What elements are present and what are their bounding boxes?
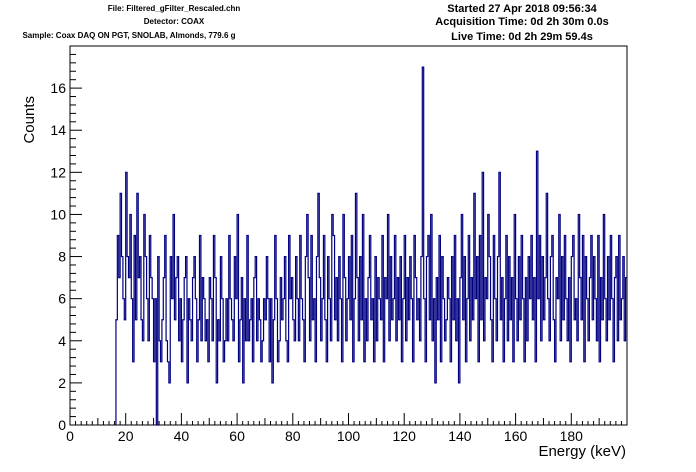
plot-border (69, 45, 628, 426)
x-tick-label: 160 (504, 428, 528, 444)
detector-label: Detector: COAX (144, 17, 205, 26)
live-time-label: Live Time: 0d 2h 29m 59.4s (451, 31, 593, 43)
sample-label: Sample: Coax DAQ ON PGT, SNOLAB, Almonds… (22, 31, 235, 40)
acquisition-time-label: Acquisition Time: 0d 2h 30m 0.0s (435, 16, 608, 28)
started-label: Started 27 Apr 2018 09:56:34 (447, 3, 597, 15)
y-axis-title: Counts (21, 96, 38, 144)
y-tick-label: 14 (50, 122, 66, 138)
y-tick-label: 2 (58, 375, 66, 391)
x-axis-title: Energy (keV) (538, 443, 626, 460)
x-tick-label: 60 (229, 428, 245, 444)
x-axis: 0 20 40 60 80 100 120 140 160 180 (66, 413, 622, 444)
x-tick-label: 20 (118, 428, 134, 444)
spectrum-series (115, 66, 627, 426)
y-axis: 0 2 4 6 8 10 12 14 16 (50, 45, 82, 433)
y-tick-label: 12 (50, 164, 66, 180)
y-tick-label: 8 (58, 249, 66, 265)
y-tick-label: 4 (58, 333, 66, 349)
y-tick-label: 16 (50, 80, 66, 96)
x-tick-label: 80 (285, 428, 301, 444)
y-tick-label: 0 (58, 417, 66, 433)
x-tick-label: 40 (174, 428, 190, 444)
x-tick-label: 100 (337, 428, 361, 444)
x-tick-label: 0 (66, 428, 74, 444)
spectrum-line (115, 66, 627, 426)
x-tick-label: 140 (448, 428, 472, 444)
y-tick-label: 10 (50, 206, 66, 222)
file-label: File: Filtered_gFilter_Rescaled.chn (108, 4, 241, 13)
y-tick-label: 6 (58, 291, 66, 307)
x-tick-label: 180 (560, 428, 584, 444)
plot-frame (69, 45, 628, 426)
x-tick-label: 120 (393, 428, 417, 444)
